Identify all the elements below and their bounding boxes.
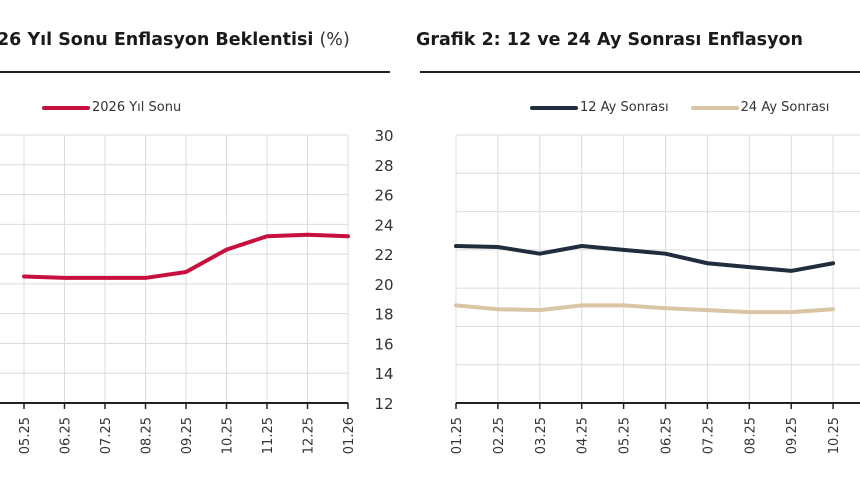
chart1-xtick-label: 01.26 <box>342 417 357 454</box>
legend-swatch-12m <box>530 105 578 110</box>
legend-label-24m: 24 Ay Sonrası <box>740 100 830 115</box>
legend-label-2026: 2026 Yıl Sonu <box>92 100 182 115</box>
chart1-ytick-label: 24 <box>374 216 393 234</box>
legend-swatch-2026 <box>42 105 90 110</box>
chart1-xtick-label: 11.25 <box>261 417 276 454</box>
chart2-xtick-label: 08.25 <box>743 417 758 454</box>
chart1-title: 26 Yıl Sonu Enflasyon Beklentisi (%) <box>0 30 350 50</box>
chart1-ytick-label: 18 <box>374 306 393 324</box>
chart2-series-2-line <box>454 303 836 315</box>
chart1-xtick-label: 08.25 <box>140 417 155 454</box>
chart2-xtick-label: 06.25 <box>660 417 675 454</box>
chart2-xtick-label: 03.25 <box>534 417 549 454</box>
chart1-ytick-label: 28 <box>374 157 393 175</box>
chart1-xtick-label: 10.25 <box>221 417 236 454</box>
chart1-legend: 2026 Yıl Sonu <box>42 100 181 115</box>
chart1-ytick-label: 30 <box>374 127 393 145</box>
chart2-xtick-label: 10.25 <box>827 417 842 454</box>
chart2-title-rule <box>420 71 860 73</box>
chart1-ytick-label: 16 <box>374 335 393 353</box>
chart1-ytick-label: 22 <box>374 246 393 264</box>
chart1-xtick-label: 12.25 <box>302 417 317 454</box>
chart2-xtick-label: 02.25 <box>492 417 507 454</box>
chart1-title-unit: (%) <box>319 30 350 50</box>
chart2-xtick-label: 01.25 <box>450 417 465 454</box>
chart2-xtick-label: 09.25 <box>785 417 800 454</box>
chart1-title-text: 26 Yıl Sonu Enflasyon Beklentisi <box>0 30 314 50</box>
chart1-ytick-label: 26 <box>374 187 393 205</box>
chart1-xtick-label: 05.25 <box>18 417 33 454</box>
chart1-xtick-label: 06.25 <box>59 417 74 454</box>
chart1-ytick-label: 12 <box>374 395 393 413</box>
legend-label-12m: 12 Ay Sonrası <box>580 100 669 115</box>
chart1-xtick-label: 09.25 <box>180 417 195 454</box>
chart1-title-rule <box>0 71 390 73</box>
chart1-xtick-label: 07.25 <box>99 417 114 454</box>
chart1-ytick-label: 14 <box>374 365 393 383</box>
chart2-xtick-label: 05.25 <box>618 417 633 454</box>
chart2-legend: 12 Ay Sonrası 24 Ay Sonrası <box>530 100 829 115</box>
chart1-ytick-label: 20 <box>374 276 393 294</box>
chart2-title: Grafik 2: 12 ve 24 Ay Sonrası Enflasyon <box>416 30 803 50</box>
chart2-xtick-label: 04.25 <box>576 417 591 454</box>
legend-swatch-24m <box>690 105 739 110</box>
chart2-xtick-label: 07.25 <box>701 417 716 454</box>
chart2-series-1-line <box>454 244 836 273</box>
